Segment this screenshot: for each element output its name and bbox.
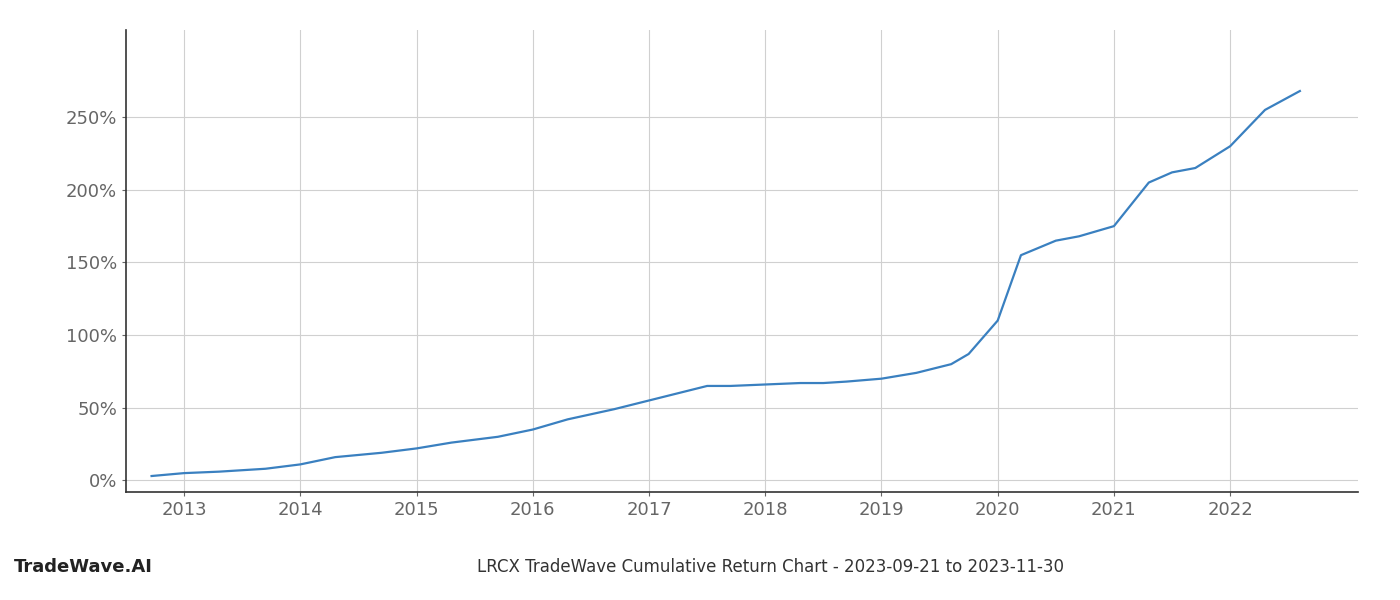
Text: TradeWave.AI: TradeWave.AI xyxy=(14,558,153,576)
Text: LRCX TradeWave Cumulative Return Chart - 2023-09-21 to 2023-11-30: LRCX TradeWave Cumulative Return Chart -… xyxy=(476,558,1064,576)
